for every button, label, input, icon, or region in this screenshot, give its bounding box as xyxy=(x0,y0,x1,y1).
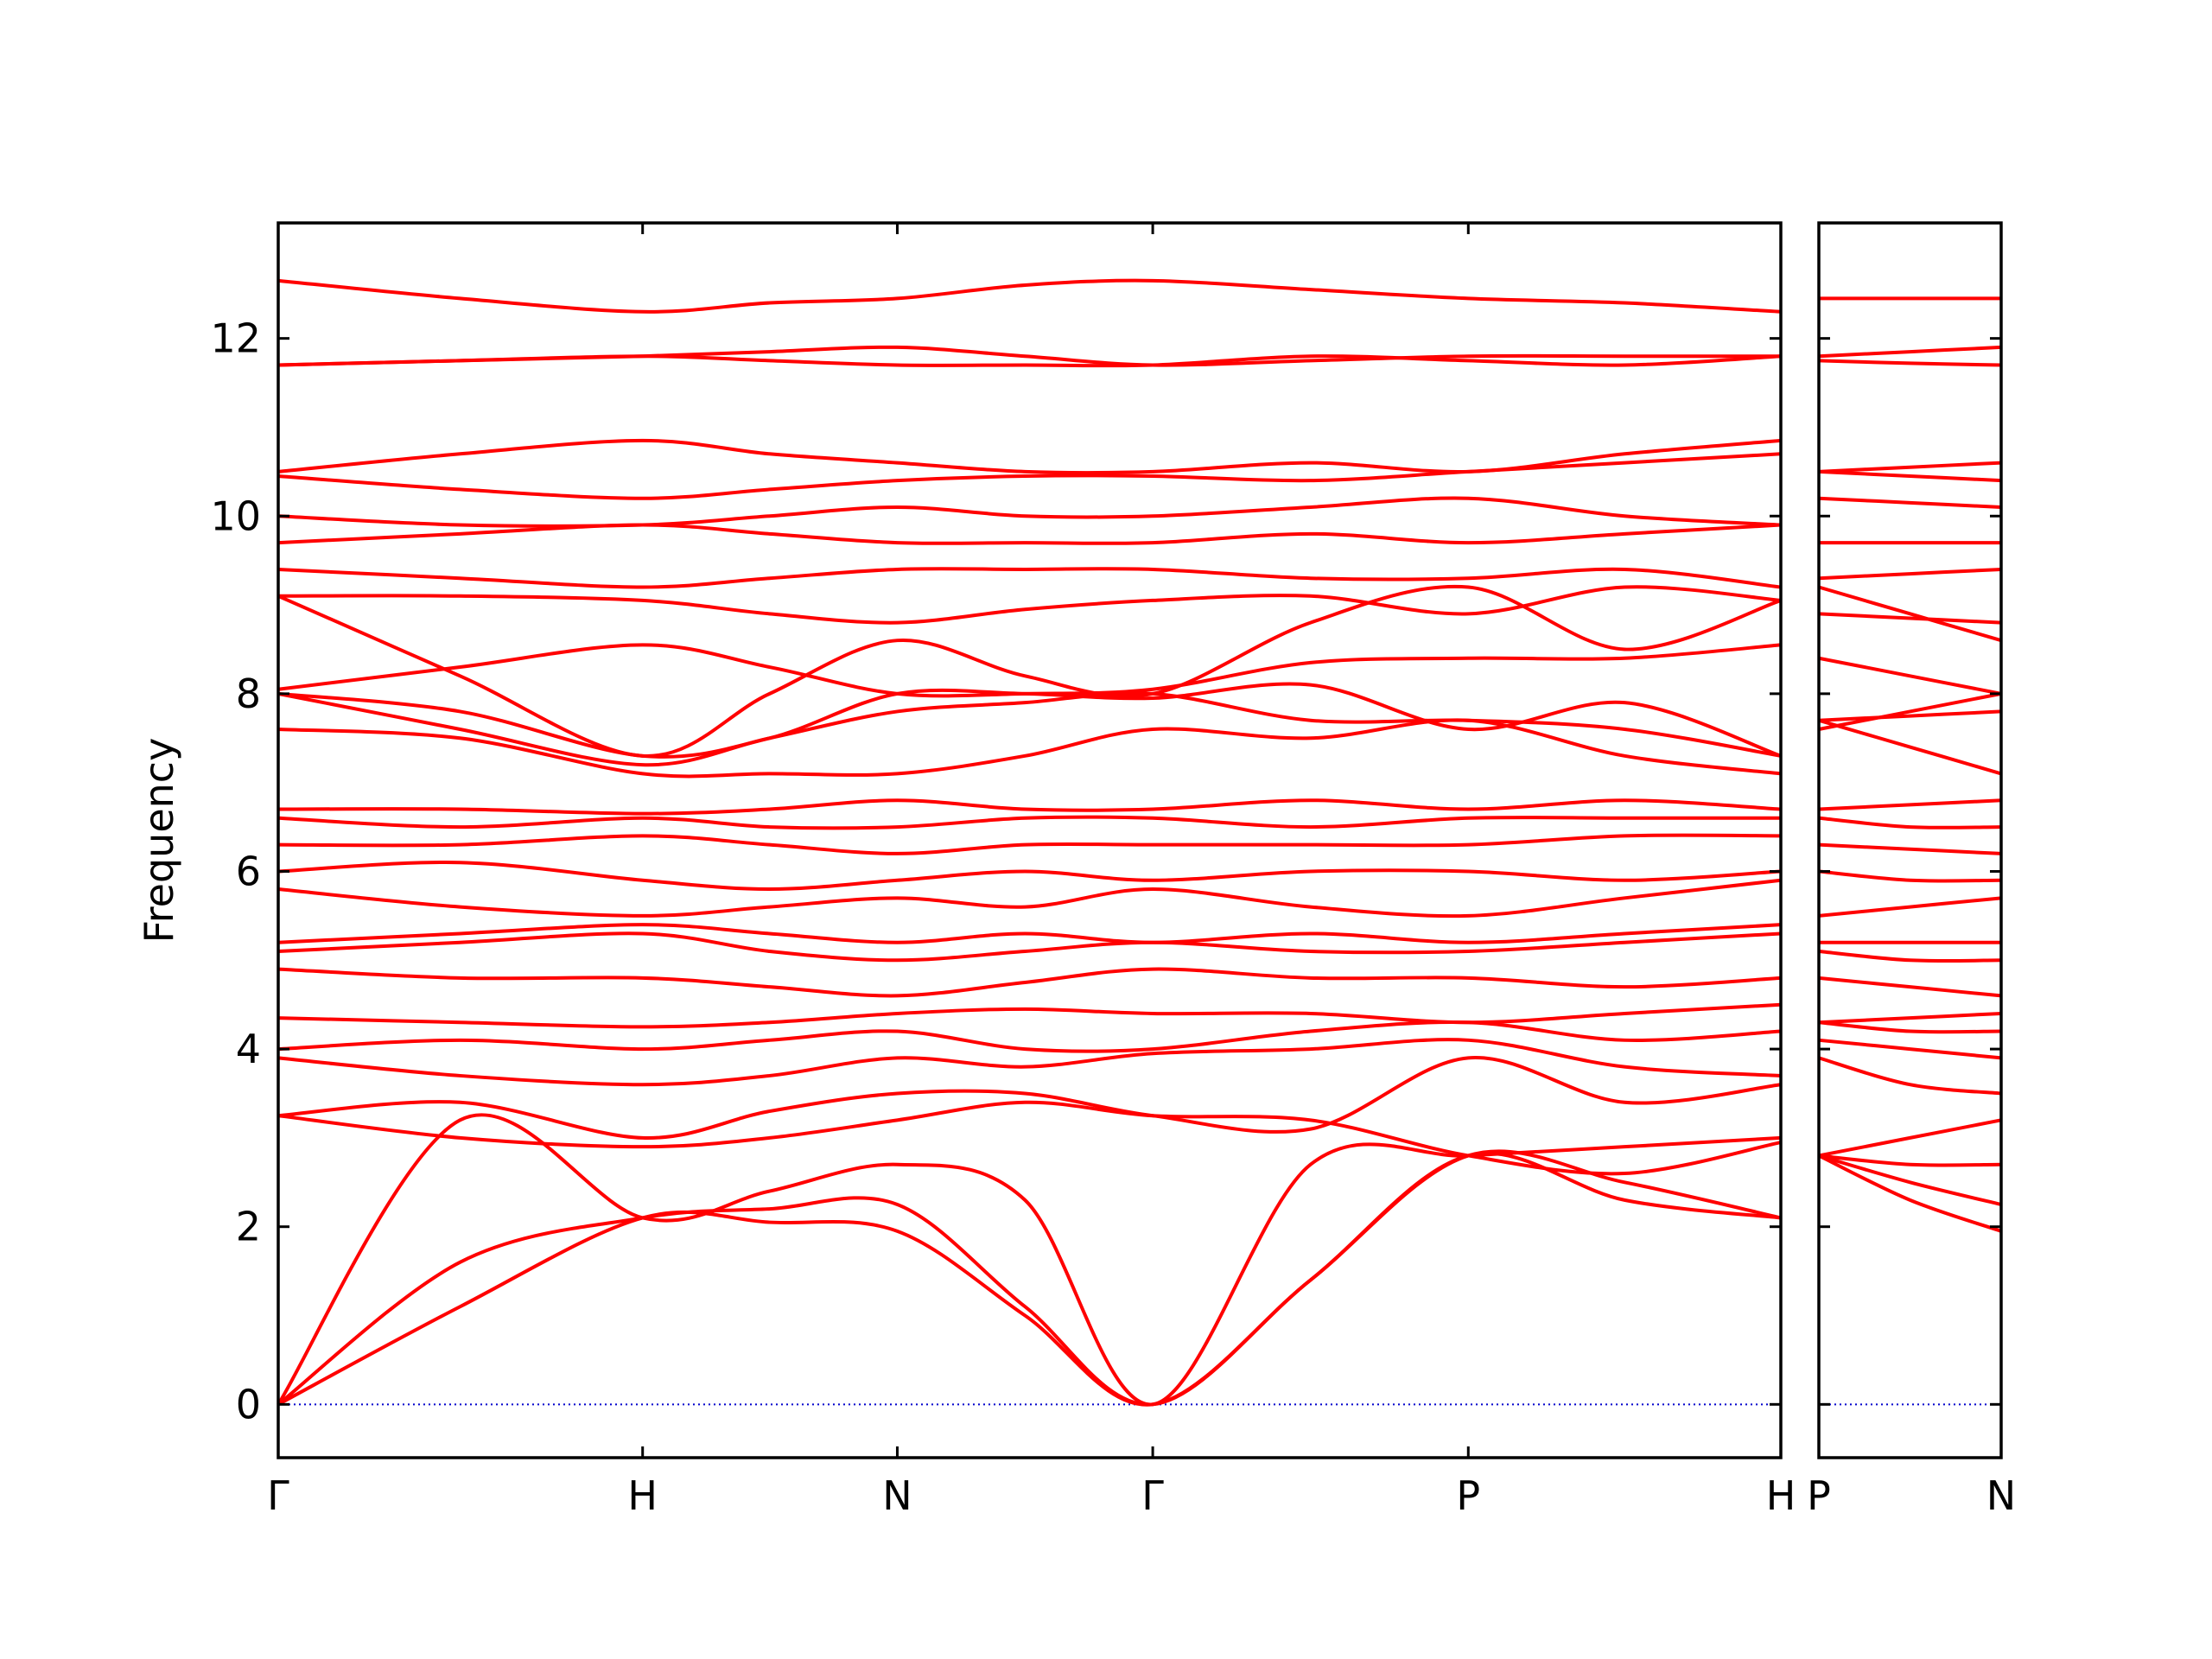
band-line xyxy=(1818,567,2002,581)
band-line xyxy=(277,438,1782,475)
y-tick-label: 2 xyxy=(236,1204,261,1250)
band-line xyxy=(277,354,1782,368)
band-line xyxy=(277,1151,1782,1407)
band-line xyxy=(1818,656,2002,696)
band-line xyxy=(277,1056,1782,1140)
x-tick-label: H xyxy=(1766,1472,1796,1519)
band-line xyxy=(1818,612,2002,625)
band-line xyxy=(1818,1011,2002,1025)
band-line xyxy=(1818,1154,2002,1167)
band-line xyxy=(277,878,1782,918)
band-line xyxy=(276,1149,1782,1407)
band-line xyxy=(277,523,1782,545)
band-line xyxy=(1818,1154,2002,1233)
band-line xyxy=(1818,691,2002,731)
band-line xyxy=(277,967,1782,998)
band-line xyxy=(277,861,1782,892)
band-line xyxy=(1818,585,2002,643)
band-line xyxy=(277,815,1781,830)
x-tick-label: Γ xyxy=(1141,1472,1164,1519)
band-line xyxy=(1818,359,2002,367)
band-line xyxy=(277,833,1782,855)
band-line xyxy=(1818,950,2002,963)
band-line xyxy=(277,496,1782,528)
band-line xyxy=(277,452,1782,500)
band-line xyxy=(1818,496,2002,509)
band-line xyxy=(277,567,1782,589)
y-tick-label: 4 xyxy=(236,1026,261,1072)
band-line xyxy=(277,1038,1782,1087)
band-line xyxy=(1818,1038,2002,1060)
band-line xyxy=(1818,896,2002,918)
band-line xyxy=(1818,842,2002,855)
band-line xyxy=(1818,1154,2002,1206)
x-tick-label: N xyxy=(1986,1472,2016,1519)
y-axis-label: Frequency xyxy=(136,738,182,944)
band-line xyxy=(277,923,1782,944)
band-line xyxy=(1818,709,2002,722)
x-tick-label: Γ xyxy=(267,1472,289,1519)
band-line xyxy=(1818,816,2002,830)
band-line xyxy=(1818,976,2002,998)
y-tick-label: 6 xyxy=(236,848,261,894)
band-line xyxy=(1818,1056,2002,1096)
band-line xyxy=(1818,461,2002,474)
band-line xyxy=(277,585,1782,625)
y-tick-label: 12 xyxy=(210,315,261,362)
band-line xyxy=(277,718,1782,779)
x-tick-label: P xyxy=(1807,1472,1831,1519)
x-tick-label: P xyxy=(1456,1472,1480,1519)
band-line xyxy=(276,1113,1782,1407)
plot-frame xyxy=(276,221,1783,1459)
band-line xyxy=(1818,718,2002,776)
y-tick-label: 10 xyxy=(210,493,261,539)
y-tick-label: 8 xyxy=(236,671,261,717)
band-line xyxy=(1818,469,2002,483)
y-tick-label: 0 xyxy=(236,1381,261,1427)
band-line xyxy=(277,1002,1782,1029)
band-line xyxy=(1818,345,2002,359)
band-line xyxy=(277,1020,1782,1053)
band-line xyxy=(277,798,1782,816)
band-line xyxy=(1818,798,2002,811)
band-line xyxy=(277,1100,1782,1176)
band-line xyxy=(277,643,1782,698)
x-tick-label: N xyxy=(882,1472,912,1519)
band-line xyxy=(1818,869,2002,883)
band-line xyxy=(1818,1118,2002,1158)
band-line xyxy=(1818,1020,2002,1034)
band-line xyxy=(277,931,1782,963)
x-tick-label: H xyxy=(627,1472,658,1519)
plot-frame xyxy=(1817,221,2003,1459)
band-line xyxy=(277,584,1782,758)
band-line xyxy=(277,278,1782,314)
